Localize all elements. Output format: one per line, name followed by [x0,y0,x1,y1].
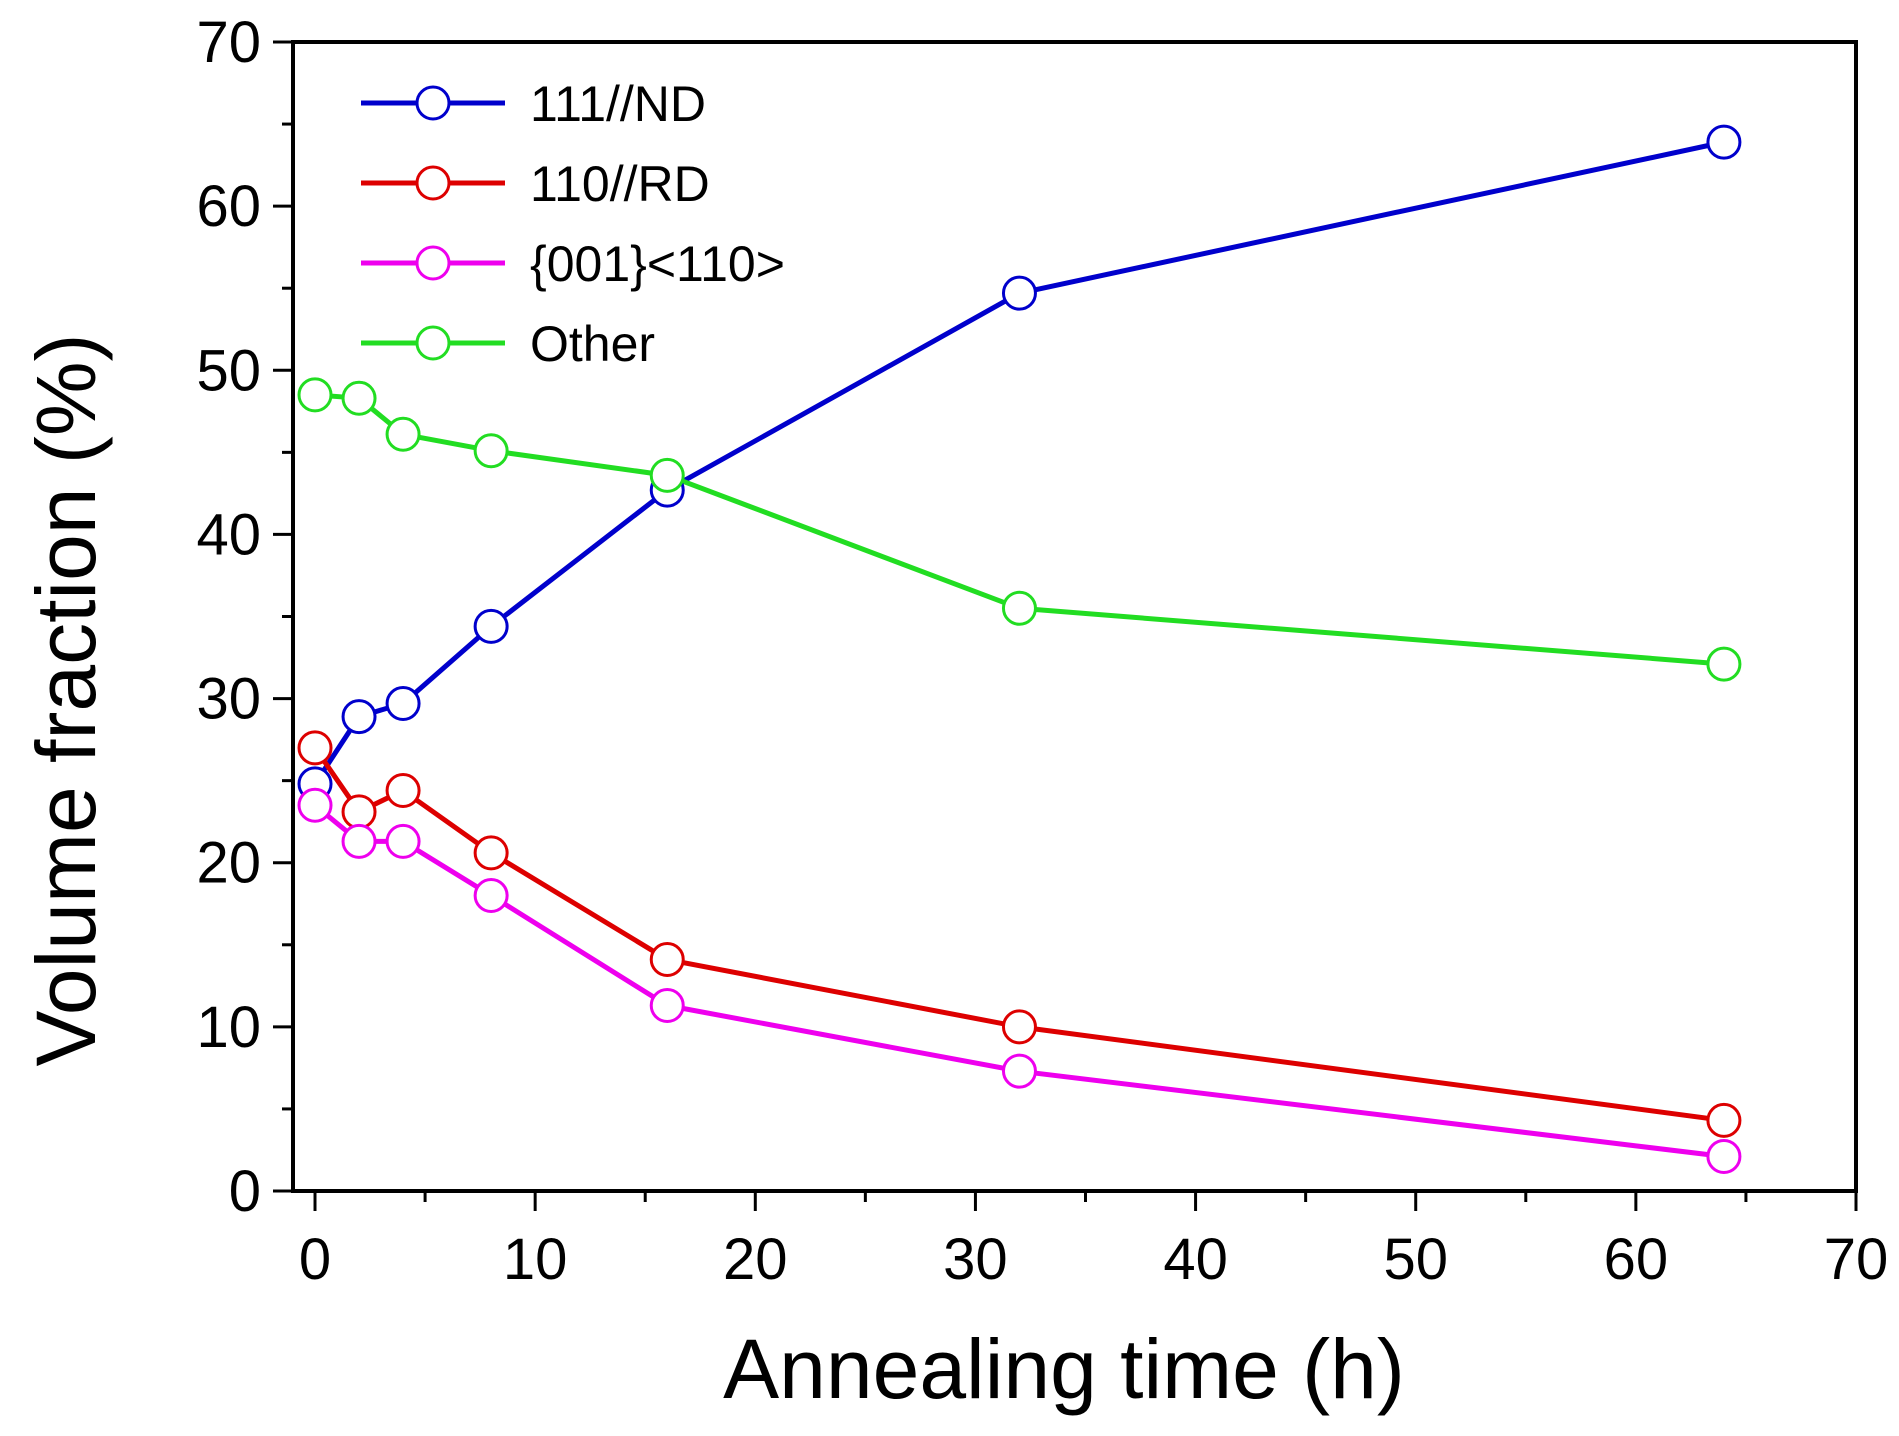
data-point-other [649,457,685,493]
data-point-001-110 [1001,1053,1037,1089]
series-line-001-110 [313,803,1725,1160]
data-point-001-110 [649,988,685,1024]
legend-label: {001}<110> [530,236,785,292]
legend-item-001-110: {001}<110> [361,236,785,292]
x-tick-label: 70 [1824,1227,1889,1292]
legend-label: 110//RD [530,156,710,212]
data-point-001-110 [385,823,421,859]
x-tick-label: 10 [503,1227,568,1292]
data-point-001-110 [1706,1139,1742,1175]
y-tick-label: 70 [196,10,261,75]
data-point-110-rd [1706,1102,1742,1138]
x-tick-label: 40 [1163,1227,1228,1292]
data-point-111-nd [385,685,421,721]
plot-frame [291,40,1858,1193]
y-tick-label: 10 [196,995,261,1060]
legend: 111//ND 110//RD {001}<110> Other [361,76,785,372]
y-tick-label: 40 [196,502,261,567]
legend-marker [415,245,451,281]
data-point-111-nd [341,699,377,735]
x-tick-label: 30 [943,1227,1008,1292]
series-line-111-nd [312,139,1725,786]
y-tick-label: 50 [196,338,261,403]
data-point-110-rd [473,835,509,871]
x-axis-ticks: 0 10 20 30 40 50 60 70 [299,1191,1888,1292]
data-point-other [473,433,509,469]
series-markers [297,124,1742,1175]
y-tick-label: 60 [196,174,261,239]
x-axis-title: Annealing time (h) [723,1322,1405,1416]
y-tick-label: 20 [196,831,261,896]
y-axis-title: Volume fraction (%) [19,334,113,1067]
x-tick-label: 0 [299,1227,331,1292]
legend-label: Other [530,316,655,372]
legend-marker [415,325,451,361]
data-point-other [297,377,333,413]
data-point-110-rd [649,942,685,978]
legend-item-111-nd: 111//ND [361,76,706,132]
data-point-111-nd [1706,124,1742,160]
y-tick-label: 0 [229,1159,261,1224]
data-point-001-110 [341,823,377,859]
legend-marker [415,165,451,201]
data-point-other [1001,590,1037,626]
data-point-110-rd [297,730,333,766]
x-tick-label: 50 [1383,1227,1448,1292]
data-point-001-110 [297,787,333,823]
data-point-other [385,416,421,452]
legend-label: 111//ND [530,76,706,132]
data-point-110-rd [385,772,421,808]
data-point-111-nd [1001,275,1037,311]
y-tick-label: 30 [196,667,261,732]
legend-item-other: Other [361,316,655,372]
data-point-110-rd [341,794,377,830]
data-point-001-110 [473,878,509,914]
data-point-111-nd [473,608,509,644]
data-point-other [1706,646,1742,682]
legend-item-110-rd: 110//RD [361,156,710,212]
y-axis-ticks: 0 10 20 30 40 50 60 70 [196,10,293,1224]
x-tick-label: 20 [723,1227,788,1292]
data-point-110-rd [1001,1009,1037,1045]
legend-marker [415,85,451,121]
x-tick-label: 60 [1604,1227,1669,1292]
data-point-other [341,380,377,416]
